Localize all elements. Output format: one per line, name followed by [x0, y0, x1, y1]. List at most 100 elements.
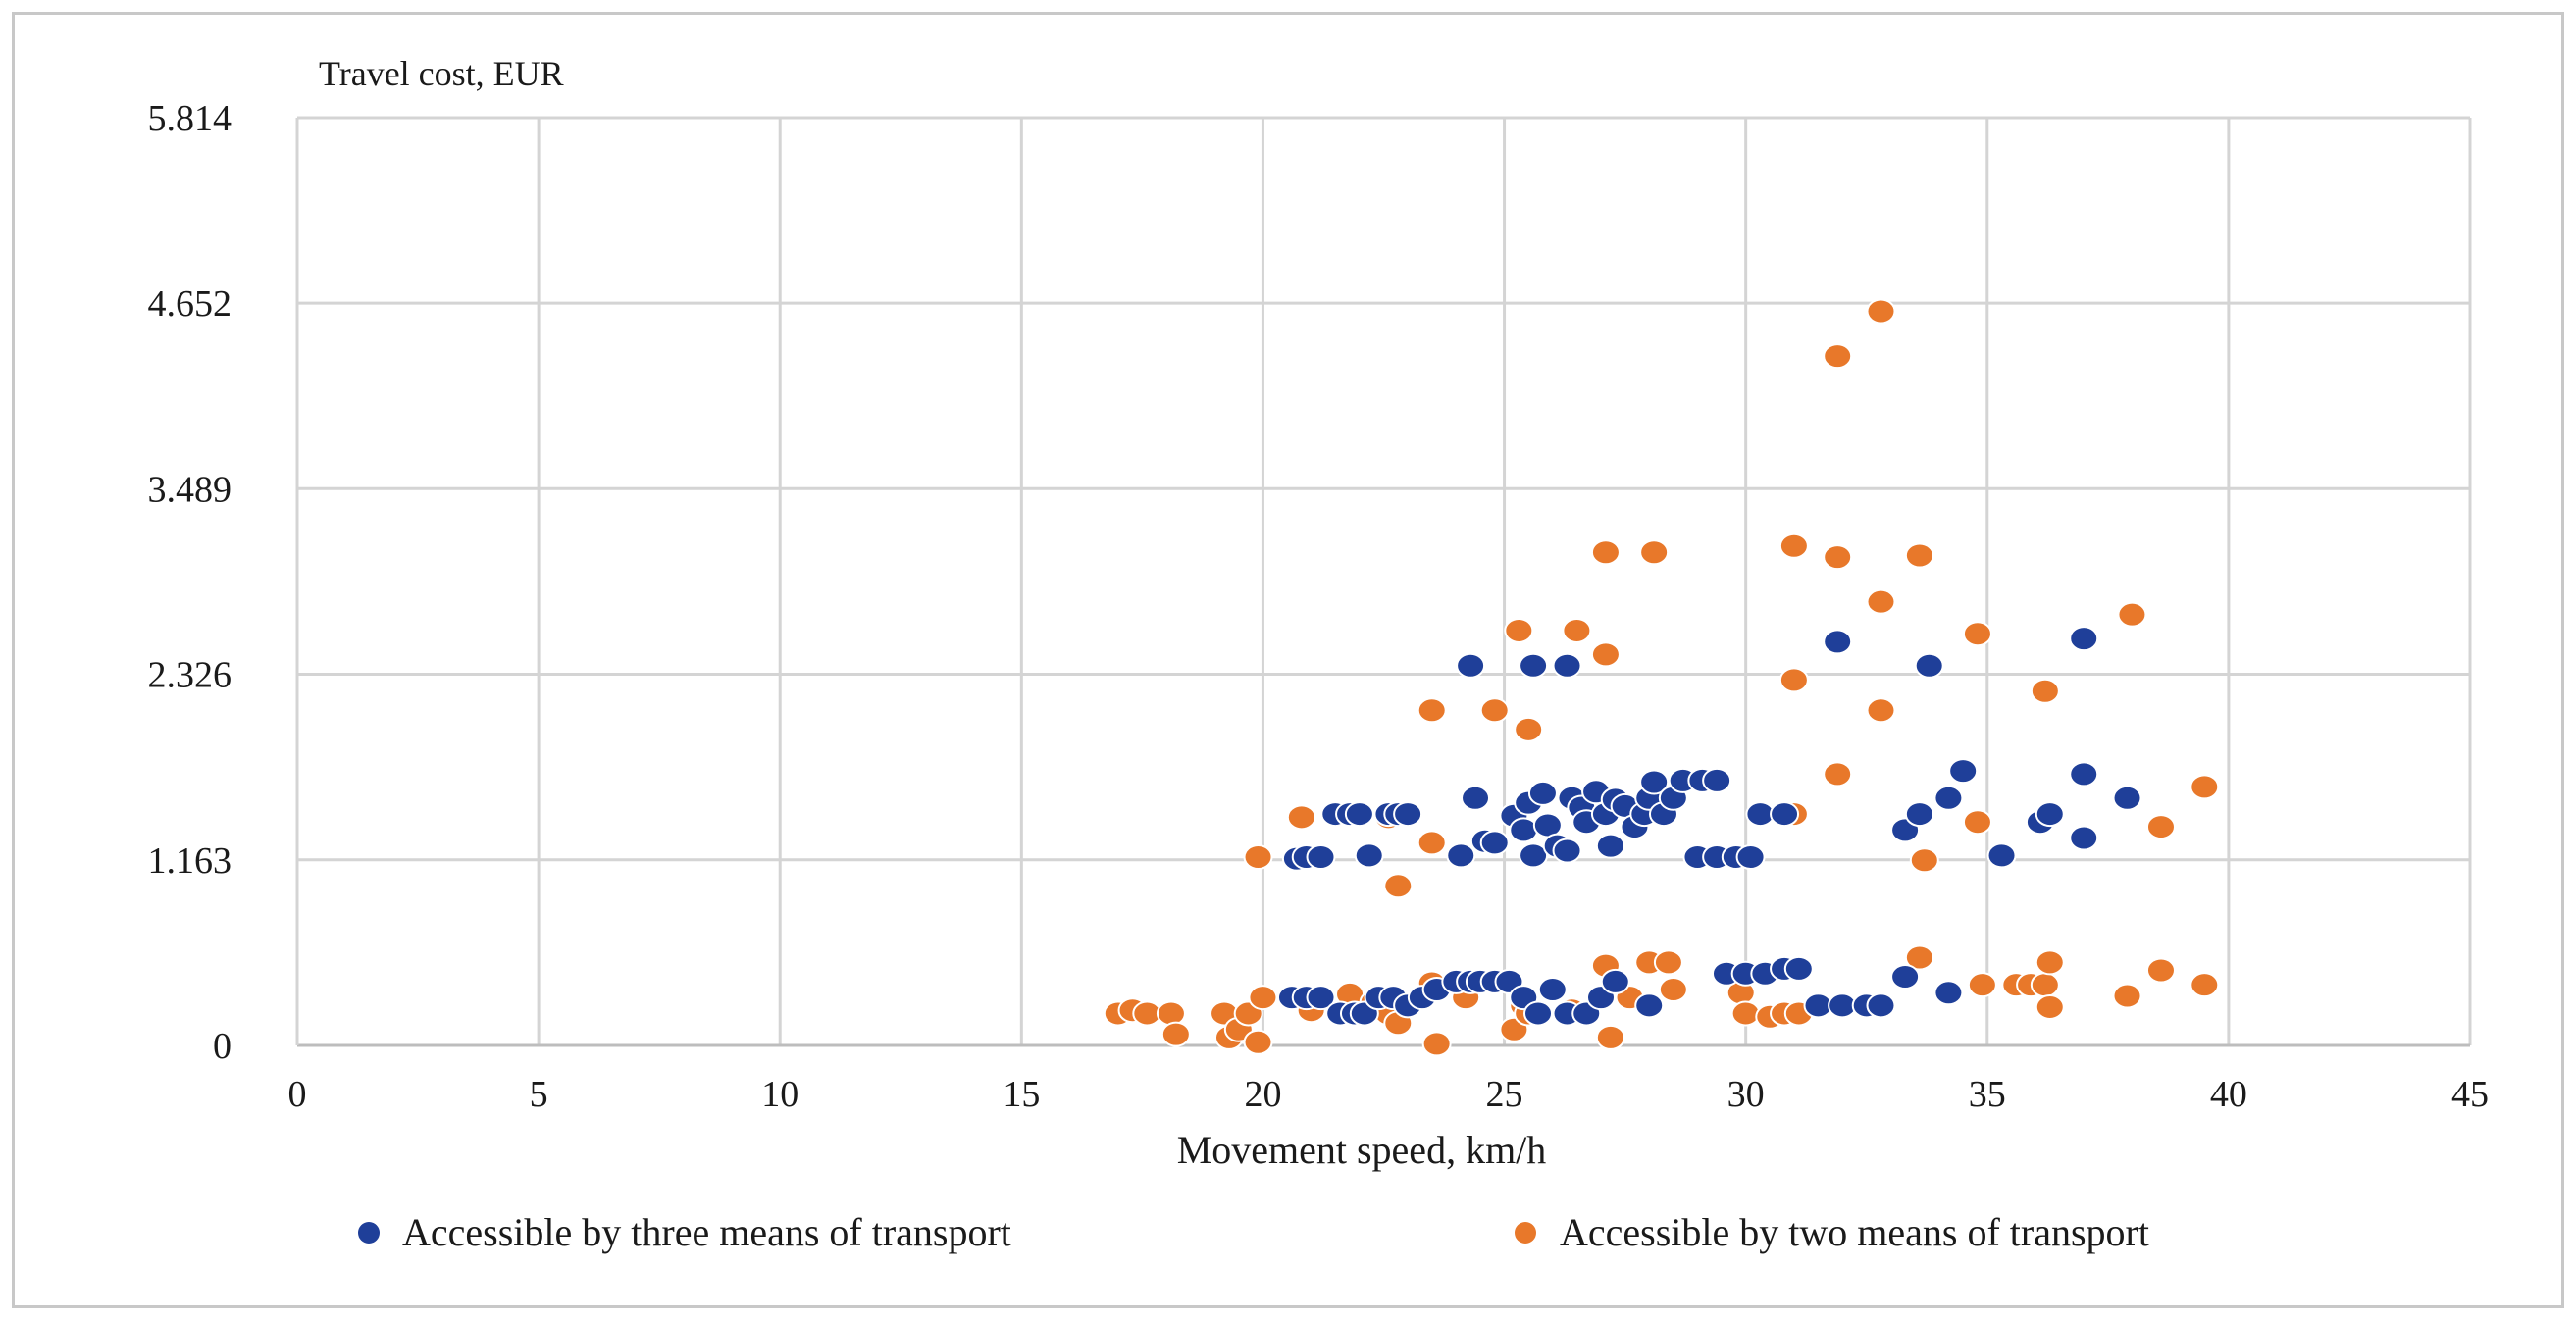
x-tick-label: 20	[1244, 1074, 1281, 1115]
point-two-means	[1866, 298, 1896, 325]
point-two-means	[1248, 985, 1278, 1011]
point-two-means	[2112, 983, 2142, 1009]
point-two-means	[1421, 1031, 1452, 1057]
point-three-means	[2035, 801, 2065, 828]
point-two-means	[2190, 774, 2220, 800]
point-two-means	[1823, 343, 1853, 370]
point-three-means	[1634, 992, 1665, 1019]
x-tick-label: 10	[761, 1074, 799, 1115]
point-three-means	[1948, 758, 1979, 785]
x-tick-label: 45	[2451, 1074, 2489, 1115]
point-two-means	[1962, 809, 1992, 836]
point-two-means	[2190, 972, 2220, 998]
point-three-means	[1519, 652, 1549, 679]
point-two-means	[1243, 1029, 1273, 1055]
point-three-means	[1735, 844, 1766, 871]
x-axis-label: Movement speed, km/h	[1177, 1128, 1547, 1172]
chart-title: Travel cost, EUR	[319, 54, 564, 93]
x-tick-label: 15	[1003, 1074, 1040, 1115]
point-three-means	[2069, 825, 2099, 851]
axes	[295, 118, 2470, 1047]
point-two-means	[1967, 972, 1997, 998]
point-two-means	[1479, 697, 1510, 724]
point-two-means	[1595, 1024, 1625, 1050]
point-two-means	[1823, 761, 1853, 787]
x-tick-label: 40	[2210, 1074, 2247, 1115]
point-three-means	[1823, 629, 1853, 655]
point-three-means	[1456, 652, 1486, 679]
point-three-means	[1552, 838, 1582, 864]
point-three-means	[1639, 769, 1670, 795]
point-two-means	[2035, 993, 2065, 1020]
point-two-means	[1823, 544, 1853, 571]
point-two-means	[2030, 972, 2060, 998]
legend-marker-two	[1515, 1222, 1536, 1244]
point-three-means	[1393, 801, 1423, 828]
point-three-means	[1306, 985, 1336, 1011]
point-two-means	[1383, 873, 1414, 899]
point-two-means	[1653, 949, 1683, 976]
point-three-means	[1519, 842, 1549, 869]
point-two-means	[1778, 667, 1809, 693]
point-three-means	[2069, 626, 2099, 652]
point-three-means	[1933, 785, 1964, 811]
point-two-means	[1866, 588, 1896, 615]
legend-label-two: Accessible by two means of transport	[1560, 1210, 2149, 1254]
point-three-means	[1461, 785, 1491, 811]
point-two-means	[1514, 716, 1544, 742]
point-two-means	[2145, 957, 2176, 984]
point-three-means	[1537, 977, 1568, 1003]
point-two-means	[1417, 697, 1447, 724]
point-two-means	[1904, 542, 1934, 569]
point-three-means	[1595, 833, 1625, 859]
point-two-means	[2145, 814, 2176, 840]
point-two-means	[1658, 977, 1688, 1003]
data-points	[1103, 298, 2220, 1057]
point-three-means	[1904, 801, 1934, 828]
y-tick-labels: 0 1.163 2.326 3.489 4.652 5.814	[148, 98, 232, 1067]
point-three-means	[1702, 767, 1732, 793]
point-three-means	[1552, 652, 1582, 679]
point-three-means	[2112, 785, 2142, 811]
point-two-means	[1778, 533, 1809, 559]
point-three-means	[1354, 842, 1384, 869]
x-tick-label: 0	[288, 1074, 307, 1115]
legend: Accessible by three means of transport A…	[358, 1210, 2149, 1254]
x-tick-label: 35	[1969, 1074, 2006, 1115]
point-two-means	[1160, 1021, 1191, 1047]
x-tick-label: 30	[1727, 1074, 1765, 1115]
point-three-means	[1344, 801, 1374, 828]
y-tick-label: 3.489	[148, 469, 232, 510]
point-two-means	[1243, 844, 1273, 871]
point-three-means	[2069, 761, 2099, 787]
y-tick-label: 5.814	[148, 98, 232, 139]
point-two-means	[1504, 617, 1534, 643]
point-three-means	[1446, 842, 1476, 869]
y-tick-label: 2.326	[148, 655, 232, 696]
legend-label-three: Accessible by three means of transport	[402, 1210, 1011, 1254]
point-two-means	[1904, 944, 1934, 971]
y-tick-label: 0	[213, 1026, 232, 1067]
point-three-means	[1479, 830, 1510, 856]
point-two-means	[1730, 1000, 1761, 1027]
y-tick-label: 1.163	[148, 840, 232, 882]
point-three-means	[1306, 844, 1336, 871]
point-three-means	[1523, 1000, 1554, 1027]
point-three-means	[1866, 992, 1896, 1019]
legend-marker-three	[358, 1222, 380, 1244]
point-two-means	[1417, 830, 1447, 856]
x-tick-label: 25	[1486, 1074, 1523, 1115]
point-three-means	[1933, 980, 1964, 1006]
point-three-means	[1600, 968, 1630, 994]
point-three-means	[1890, 964, 1921, 990]
point-two-means	[2030, 678, 2060, 704]
point-two-means	[1590, 539, 1621, 566]
horizontal-gridlines	[297, 116, 2470, 862]
point-two-means	[1866, 697, 1896, 724]
point-two-means	[1909, 847, 1939, 874]
point-two-means	[1156, 1000, 1186, 1027]
chart-frame	[12, 12, 2564, 1308]
x-tick-label: 5	[530, 1074, 548, 1115]
vertical-gridlines	[537, 118, 2472, 1045]
